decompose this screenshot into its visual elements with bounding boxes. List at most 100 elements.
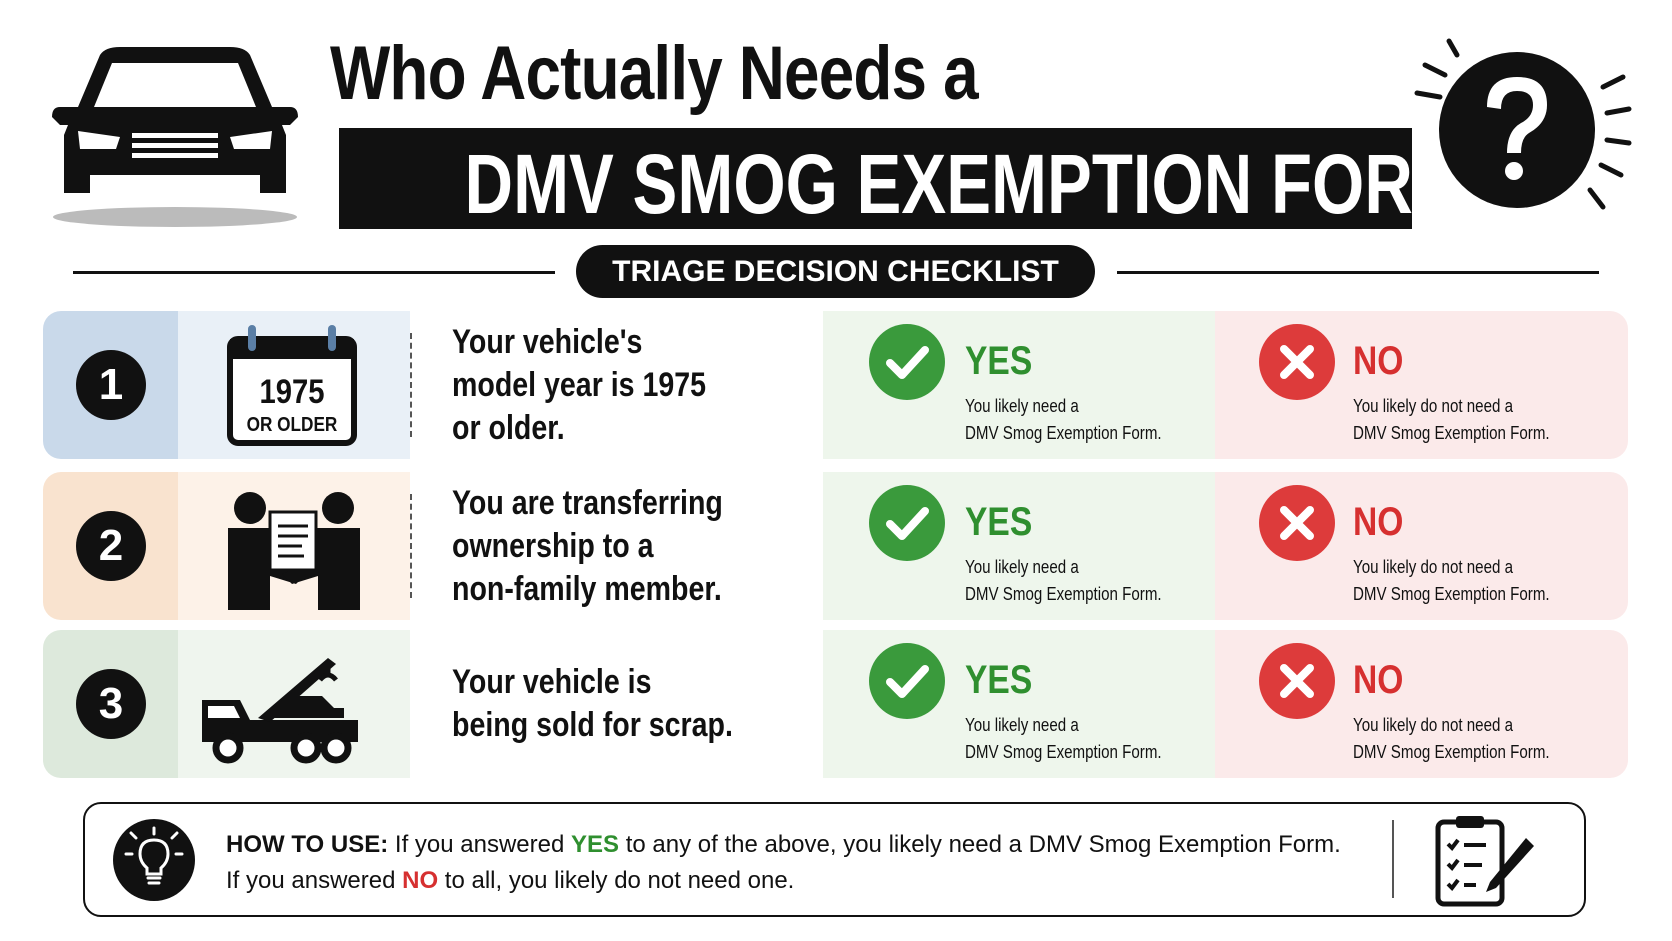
no-cell: NO You likely do not need a DMV Smog Exemp… [1215, 311, 1628, 459]
icon-shape [272, 696, 344, 718]
no-label: NO [1353, 658, 1413, 703]
yes-label-text: YES [965, 500, 1033, 544]
footer-divider [1392, 820, 1394, 898]
icon-shape [234, 492, 266, 524]
number-cell: 2 [43, 472, 178, 620]
icon-shape [208, 706, 240, 718]
icon-shape [1280, 345, 1314, 379]
text: You likely need a [965, 557, 1079, 577]
icon-shape [322, 492, 354, 524]
no-label-text: NO [1353, 658, 1404, 702]
icon-shape [328, 325, 336, 351]
checklist-row: 3 Your vehicle is being sold for scrap. YES… [43, 630, 1628, 778]
dashed-separator [410, 333, 412, 437]
title-text: Who Actually Needs a [330, 31, 979, 116]
icon-shape [886, 346, 929, 379]
icon-shape [290, 732, 322, 764]
yes-label-text: YES [965, 339, 1033, 383]
question-text: Your vehicle's [452, 322, 643, 361]
text: DMV Smog Exemption Form. [1353, 584, 1550, 604]
icon-cell: 1975 OR OLDER [178, 311, 410, 459]
icon-caption: OR OLDER [247, 413, 338, 436]
text-line: DMV Smog Exemption Form. [965, 739, 1199, 766]
yes-word: YES [571, 831, 620, 858]
icon-shape [886, 665, 929, 698]
no-text: You likely do not need a DMV Smog Exempti… [1353, 712, 1587, 766]
icon-shape [869, 324, 945, 400]
question-line: You are transferring [452, 482, 868, 525]
no-cell: NO You likely do not need a DMV Smog Exemp… [1215, 630, 1628, 778]
checklist-row: 1 1975 OR OLDER Your vehicle's model year is… [43, 311, 1628, 459]
icon-shape [230, 339, 354, 359]
yes-mark [869, 485, 945, 561]
text: to any of the above, you likely need a D… [625, 831, 1341, 858]
no-label-text: NO [1353, 339, 1404, 383]
icon-shape [869, 643, 945, 719]
text-line: You likely do not need a [1353, 554, 1587, 581]
icon-shape [1414, 90, 1443, 100]
question: You are transferring ownership to a non-fa… [410, 472, 868, 620]
clip [1456, 816, 1484, 828]
icon-shape [1600, 74, 1626, 90]
text: DMV Smog Exemption Form. [965, 423, 1162, 443]
pencil [1486, 838, 1534, 892]
icon-shape [132, 153, 218, 158]
yes-cell: YES You likely need a DMV Smog Exemption F… [823, 472, 1215, 620]
row-icon [202, 658, 358, 764]
question-glyph [1487, 77, 1547, 153]
title-box: DMV SMOG EXEMPTION FORM [339, 128, 1469, 231]
yes-text: You likely need a DMV Smog Exemption Form… [965, 712, 1199, 766]
text-line: DMV Smog Exemption Form. [965, 420, 1199, 447]
yes-cell: YES You likely need a DMV Smog Exemption F… [823, 311, 1215, 459]
dashed-separator [410, 494, 412, 598]
question-line: model year is 1975 [452, 364, 868, 407]
icon-shape [1446, 38, 1460, 58]
footer-label: HOW TO USE: [226, 831, 389, 858]
no-label: NO [1353, 500, 1413, 545]
number-cell: 3 [43, 630, 178, 778]
yes-text: You likely need a DMV Smog Exemption Form… [965, 554, 1199, 608]
bulb-icon [113, 819, 195, 901]
no-label: NO [1353, 339, 1413, 384]
icon-shape [1280, 506, 1314, 540]
icon-shape [268, 510, 318, 572]
checklist-row: 2 You are transferring ownership to a non-f… [43, 472, 1628, 620]
icon-shape [212, 732, 244, 764]
text: DMV Smog Exemption Form. [965, 742, 1162, 762]
row-icon [228, 492, 360, 610]
icon-cell [178, 630, 410, 778]
icon-shape [886, 507, 929, 540]
text-line: You likely do not need a [1353, 712, 1587, 739]
number-cell: 1 [43, 311, 178, 459]
yes-mark [869, 324, 945, 400]
footer-line2: If you answered NO to all, you likely do… [226, 867, 794, 895]
question-text: non-family member. [452, 569, 722, 608]
car-grille [132, 133, 218, 158]
car-lights [78, 131, 272, 149]
badge: TRIAGE DECISION CHECKLIST [576, 245, 1095, 298]
text: DMV Smog Exemption Form. [965, 584, 1162, 604]
yes-text: You likely need a DMV Smog Exemption Form… [965, 393, 1199, 447]
title-text: DMV SMOG EXEMPTION FORM [464, 137, 1469, 231]
divider [73, 271, 555, 274]
icon-shape [1587, 187, 1606, 210]
yes-cell: YES You likely need a DMV Smog Exemption F… [823, 630, 1215, 778]
question-line: or older. [452, 407, 868, 450]
footer-line1: HOW TO USE: If you answered YES to any o… [226, 831, 1341, 859]
text: You likely need a [965, 396, 1079, 416]
icon-shape [248, 325, 256, 351]
car-icon [52, 47, 298, 227]
text: DMV Smog Exemption Form. [1353, 423, 1550, 443]
icon-shape [132, 133, 218, 138]
no-cell: NO You likely do not need a DMV Smog Exemp… [1215, 472, 1628, 620]
no-word: NO [402, 867, 439, 894]
question-text: Your vehicle is [452, 663, 652, 701]
icon-cell [178, 472, 410, 620]
question-text: or older. [452, 408, 565, 447]
bulb-rays [124, 826, 184, 885]
no-mark [1259, 324, 1335, 400]
question-line: non-family member. [452, 568, 868, 611]
number: 3 [76, 669, 146, 739]
